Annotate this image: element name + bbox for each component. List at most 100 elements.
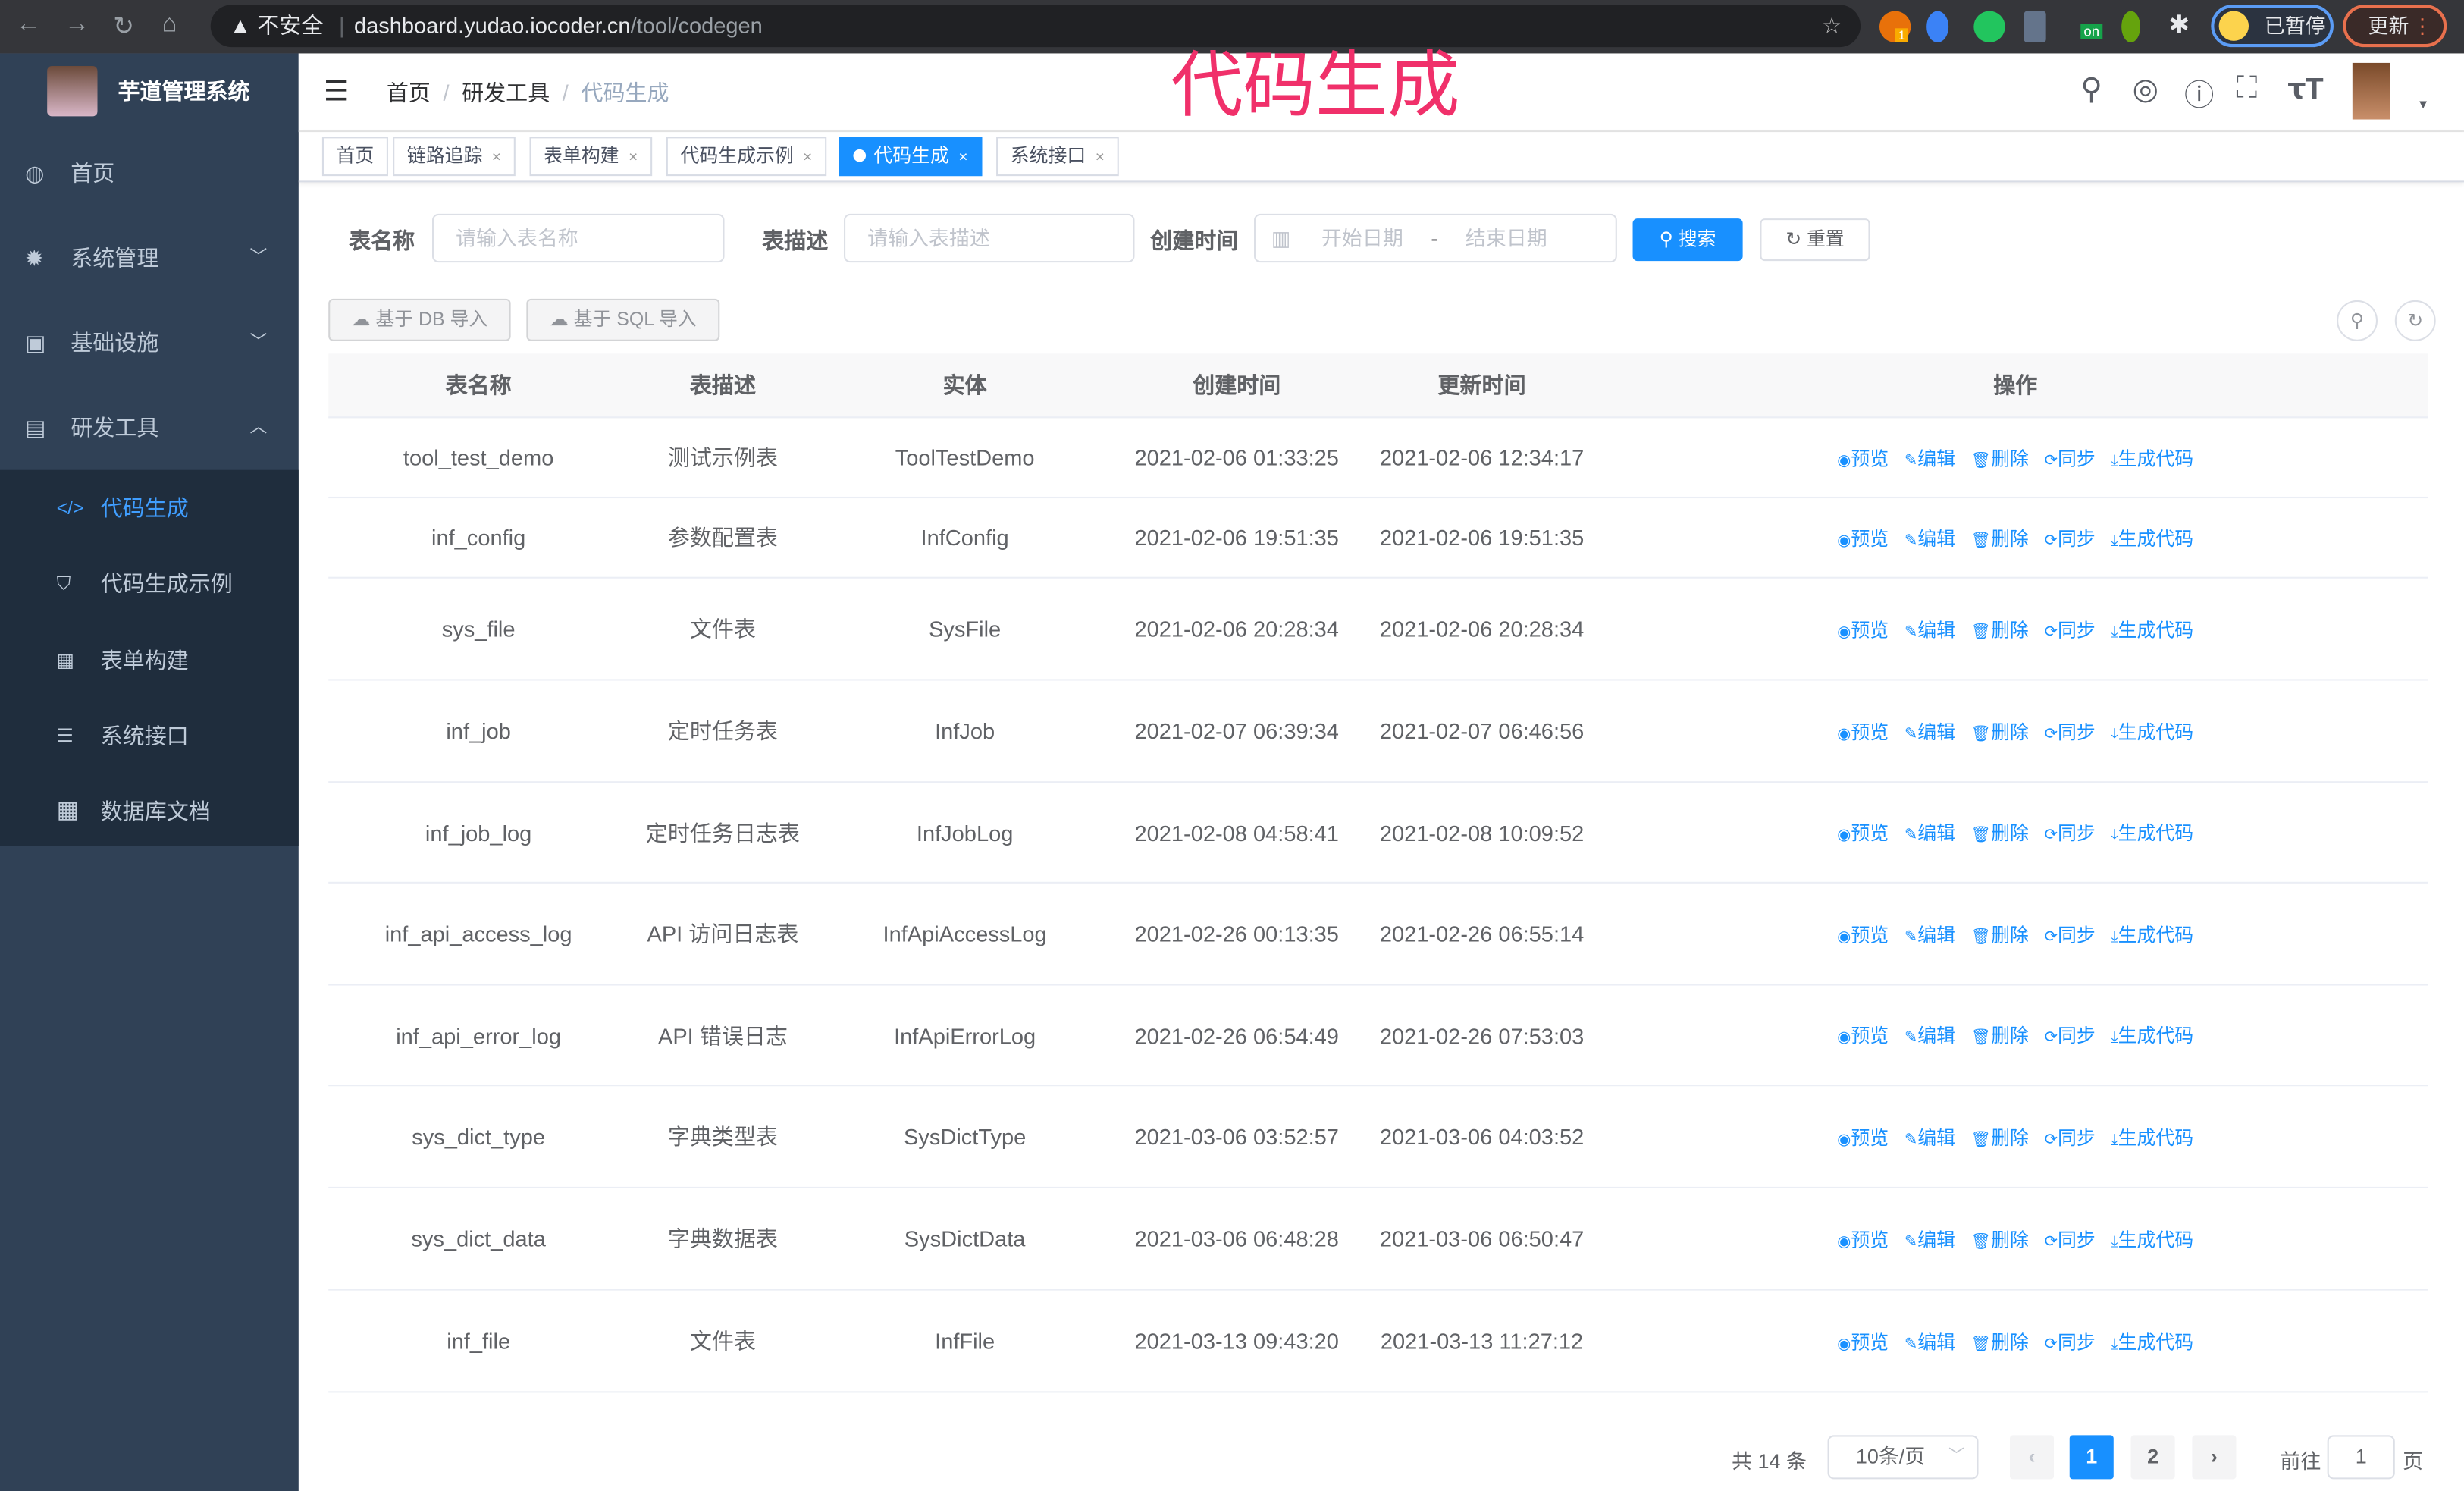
action-delete-link[interactable]: 🗑删除: [1971, 822, 2029, 844]
table-name-input[interactable]: 请输入表名称: [431, 213, 725, 263]
sidebar-subitem-api[interactable]: ☰ 系统接口: [0, 698, 299, 773]
action-delete-link[interactable]: 🗑删除: [1971, 1229, 2029, 1251]
hamburger-icon[interactable]: ☰: [323, 75, 350, 107]
goto-page-input[interactable]: 1: [2327, 1435, 2395, 1480]
action-edit-link[interactable]: ✎编辑: [1904, 1025, 1955, 1047]
action-generate-link[interactable]: ⤓生成代码: [2111, 527, 2194, 549]
sidebar-item-home[interactable]: ◍ 首页: [0, 130, 299, 215]
action-generate-link[interactable]: ⤓生成代码: [2111, 1229, 2194, 1251]
page-2-button[interactable]: 2: [2130, 1435, 2175, 1480]
tag-form-build[interactable]: 表单构建 ×: [529, 137, 652, 177]
close-icon[interactable]: ×: [629, 149, 638, 167]
action-delete-link[interactable]: 🗑删除: [1971, 1025, 2029, 1047]
action-generate-link[interactable]: ⤓生成代码: [2111, 1126, 2194, 1148]
home-icon[interactable]: ⌂: [161, 11, 177, 38]
start-date-input[interactable]: 开始日期: [1321, 226, 1403, 250]
tag-codegen-demo[interactable]: 代码生成示例 ×: [666, 137, 826, 177]
action-preview-link[interactable]: ◉预览: [1837, 527, 1889, 549]
back-icon[interactable]: ←: [15, 11, 41, 38]
action-edit-link[interactable]: ✎编辑: [1904, 619, 1955, 641]
action-sync-link[interactable]: ⟳同步: [2045, 924, 2096, 946]
action-preview-link[interactable]: ◉预览: [1837, 1331, 1889, 1353]
action-sync-link[interactable]: ⟳同步: [2045, 1229, 2096, 1251]
action-delete-link[interactable]: 🗑删除: [1971, 720, 2029, 742]
import-db-button[interactable]: ☁ 基于 DB 导入: [328, 298, 511, 341]
action-edit-link[interactable]: ✎编辑: [1904, 1229, 1955, 1251]
tag-home[interactable]: 首页: [321, 137, 388, 177]
action-preview-link[interactable]: ◉预览: [1837, 924, 1889, 946]
puzzle-icon[interactable]: ✱: [2168, 12, 2190, 39]
action-edit-link[interactable]: ✎编辑: [1904, 447, 1955, 469]
avatar[interactable]: [2352, 62, 2390, 120]
sidebar-subitem-codegen-demo[interactable]: ⛉ 代码生成示例: [0, 545, 299, 620]
address-bar[interactable]: ▲ 不安全 | dashboard.yudao.iocoder.cn/tool/c…: [210, 5, 1861, 48]
action-sync-link[interactable]: ⟳同步: [2045, 619, 2096, 641]
action-delete-link[interactable]: 🗑删除: [1971, 1126, 2029, 1148]
close-icon[interactable]: ×: [958, 149, 968, 167]
font-size-icon[interactable]: ꚍT: [2287, 74, 2324, 107]
action-preview-link[interactable]: ◉预览: [1837, 1229, 1889, 1251]
star-icon[interactable]: ☆: [1822, 12, 1842, 38]
action-edit-link[interactable]: ✎编辑: [1904, 1126, 1955, 1148]
action-preview-link[interactable]: ◉预览: [1837, 619, 1889, 641]
reload-icon[interactable]: ↻: [113, 14, 135, 41]
sidebar-subitem-codegen[interactable]: </> 代码生成: [0, 470, 299, 545]
action-edit-link[interactable]: ✎编辑: [1904, 527, 1955, 549]
sidebar-item-infra[interactable]: ▣ 基础设施 ﹀: [0, 300, 299, 385]
action-sync-link[interactable]: ⟳同步: [2045, 1025, 2096, 1047]
search-button[interactable]: ⚲ 搜索: [1632, 218, 1743, 262]
action-sync-link[interactable]: ⟳同步: [2045, 1126, 2096, 1148]
breadcrumb-item[interactable]: 首页: [386, 80, 431, 105]
action-preview-link[interactable]: ◉预览: [1837, 720, 1889, 742]
sidebar-subitem-db-doc[interactable]: ▦ 数据库文档: [0, 774, 299, 849]
action-preview-link[interactable]: ◉预览: [1837, 447, 1889, 469]
breadcrumb-item[interactable]: 研发工具: [462, 80, 550, 105]
action-sync-link[interactable]: ⟳同步: [2045, 447, 2096, 469]
close-icon[interactable]: ×: [1095, 149, 1105, 167]
extension-icon[interactable]: [2024, 11, 2046, 42]
action-sync-link[interactable]: ⟳同步: [2045, 720, 2096, 742]
sidebar-subitem-form-build[interactable]: ▦ 表单构建: [0, 623, 299, 698]
action-delete-link[interactable]: 🗑删除: [1971, 619, 2029, 641]
sidebar-item-system[interactable]: ✹ 系统管理 ﹀: [0, 215, 299, 300]
action-sync-link[interactable]: ⟳同步: [2045, 822, 2096, 844]
update-button[interactable]: 更新 ⋮: [2343, 5, 2447, 48]
tag-api[interactable]: 系统接口 ×: [996, 137, 1119, 177]
end-date-input[interactable]: 结束日期: [1465, 226, 1547, 250]
tag-codegen[interactable]: 代码生成 ×: [839, 137, 983, 177]
action-generate-link[interactable]: ⤓生成代码: [2111, 619, 2194, 641]
next-page-button[interactable]: ›: [2192, 1435, 2237, 1480]
action-generate-link[interactable]: ⤓生成代码: [2111, 924, 2194, 946]
refresh-button[interactable]: ↻: [2394, 300, 2436, 341]
action-edit-link[interactable]: ✎编辑: [1904, 1331, 1955, 1353]
prev-page-button[interactable]: ‹: [2009, 1435, 2055, 1480]
table-desc-input[interactable]: 请输入表描述: [844, 213, 1135, 263]
extension-badge[interactable]: on: [2080, 24, 2103, 39]
action-sync-link[interactable]: ⟳同步: [2045, 527, 2096, 549]
action-generate-link[interactable]: ⤓生成代码: [2111, 1331, 2194, 1353]
action-delete-link[interactable]: 🗑删除: [1971, 924, 2029, 946]
action-generate-link[interactable]: ⤓生成代码: [2111, 447, 2194, 469]
extension-icon[interactable]: [1973, 11, 2005, 42]
search-icon[interactable]: ⚲: [2080, 74, 2103, 107]
action-preview-link[interactable]: ◉预览: [1837, 1126, 1889, 1148]
tag-trace[interactable]: 链路追踪 ×: [393, 137, 516, 177]
page-size-select[interactable]: 10条/页 ﹀: [1827, 1435, 1979, 1480]
fullscreen-icon[interactable]: ⛶: [2236, 72, 2258, 105]
page-1-button[interactable]: 1: [2069, 1435, 2114, 1480]
sidebar-item-devtools[interactable]: ▤ 研发工具 ︿: [0, 385, 299, 470]
help-icon[interactable]: ⓘ: [2184, 80, 2215, 114]
action-generate-link[interactable]: ⤓生成代码: [2111, 822, 2194, 844]
extension-icon[interactable]: [2121, 11, 2141, 42]
close-icon[interactable]: ×: [491, 149, 501, 167]
action-preview-link[interactable]: ◉预览: [1837, 822, 1889, 844]
action-sync-link[interactable]: ⟳同步: [2045, 1331, 2096, 1353]
action-delete-link[interactable]: 🗑删除: [1971, 1331, 2029, 1353]
action-edit-link[interactable]: ✎编辑: [1904, 720, 1955, 742]
action-preview-link[interactable]: ◉预览: [1837, 1025, 1889, 1047]
import-sql-button[interactable]: ☁ 基于 SQL 导入: [526, 298, 720, 341]
reset-button[interactable]: ↻ 重置: [1760, 218, 1870, 262]
action-edit-link[interactable]: ✎编辑: [1904, 822, 1955, 844]
close-icon[interactable]: ×: [803, 149, 813, 167]
action-generate-link[interactable]: ⤓生成代码: [2111, 720, 2194, 742]
